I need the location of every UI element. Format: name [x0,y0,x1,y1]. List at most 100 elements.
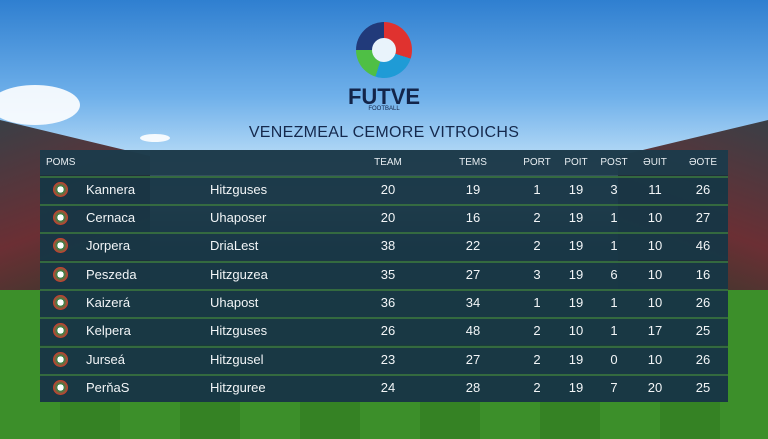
stat-cell: 19 [568,182,584,197]
table-row [40,346,728,374]
team-name: Kelpera [86,323,131,338]
table-row [40,317,728,345]
table-row [40,289,728,317]
stat-cell: 20 [380,210,396,225]
stat-cell: 19 [568,352,584,367]
stat-cell: 17 [647,323,663,338]
column-header: POIT [564,157,588,168]
team-name: Peszeda [86,267,137,282]
brand-subtitle: FOOTBALL [368,106,400,112]
stat-cell: 19 [568,380,584,395]
stat-cell: 36 [380,295,396,310]
stat-cell: 7 [610,380,618,395]
stat-cell: 19 [568,295,584,310]
column-header: PORT [523,157,551,168]
team-badge [53,267,68,282]
stat-cell: 19 [465,182,481,197]
stat-cell: 10 [647,295,663,310]
stat-cell: 10 [568,323,584,338]
team-badge [53,182,68,197]
stat-cell: 23 [380,352,396,367]
stat-cell: 25 [695,380,711,395]
club-name: Hitzguzea [210,267,268,282]
stat-cell: 2 [533,352,541,367]
cloud [140,134,170,142]
stat-cell: 2 [533,323,541,338]
table-row [40,261,728,289]
stat-cell: 19 [568,267,584,282]
stat-cell: 48 [465,323,481,338]
logo [356,22,412,78]
stat-cell: 1 [610,210,618,225]
team-name: Kannera [86,182,136,197]
stat-cell: 27 [465,267,481,282]
stat-cell: 26 [380,323,396,338]
stat-cell: 2 [533,380,541,395]
table-row [40,176,728,204]
club-name: Uhapost [210,295,259,310]
stat-cell: 2 [533,238,541,253]
team-badge [53,323,68,338]
column-header: ƏOTE [688,157,718,168]
column-header: POST [600,157,628,168]
team-badge [53,238,68,253]
stat-cell: 25 [695,323,711,338]
stat-cell: 26 [695,295,711,310]
team-name: Jurseá [86,352,126,367]
stat-cell: 35 [380,267,396,282]
team-name: PerňaS [86,380,130,395]
club-name: DriaLest [210,238,259,253]
team-badge [53,210,68,225]
team-badge [53,295,68,310]
team-name: Kaizerá [86,295,131,310]
table-header [40,150,728,175]
stat-cell: 20 [647,380,663,395]
club-name: Hitzguses [210,323,268,338]
club-name: Uhaposer [210,210,267,225]
stat-cell: 3 [610,182,618,197]
brand: FUTVE [347,84,421,109]
stat-cell: 38 [380,238,396,253]
team-name: Cernaca [86,210,136,225]
stat-cell: 16 [465,210,481,225]
stat-cell: 34 [465,295,481,310]
club-name: Hitzgusel [210,352,264,367]
stat-cell: 19 [568,210,584,225]
cloud [0,85,80,125]
stat-cell: 2 [533,210,541,225]
table-row [40,374,728,402]
club-name: Hitzguses [210,182,268,197]
table-row [40,204,728,232]
table-row [40,232,728,260]
stat-cell: 26 [695,352,711,367]
stat-cell: 1 [610,238,618,253]
column-header: ƏUIT [643,157,667,168]
stat-cell: 28 [465,380,481,395]
stat-cell: 6 [610,267,618,282]
stat-cell: 20 [380,182,396,197]
title: VENEZMEAL CEMORE VITROICHS [248,124,520,141]
stat-cell: 10 [647,238,663,253]
stat-cell: 27 [695,210,711,225]
stat-cell: 1 [533,182,541,197]
club-name: Hitzguree [210,380,266,395]
stat-cell: 46 [695,238,711,253]
team-badge [53,352,68,367]
stat-cell: 0 [610,352,618,367]
stat-cell: 10 [647,352,663,367]
stat-cell: 22 [465,238,481,253]
stat-cell: 19 [568,238,584,253]
stat-cell: 1 [610,323,618,338]
column-header: POMS [46,157,76,168]
team-badge [53,380,68,395]
column-header: TEMS [459,157,487,168]
column-header: TEAM [374,157,402,168]
stat-cell: 10 [647,267,663,282]
stat-cell: 11 [648,182,662,197]
stat-cell: 27 [465,352,481,367]
stat-cell: 3 [533,267,541,282]
stat-cell: 10 [647,210,663,225]
stat-cell: 1 [610,295,618,310]
stat-cell: 1 [533,295,541,310]
